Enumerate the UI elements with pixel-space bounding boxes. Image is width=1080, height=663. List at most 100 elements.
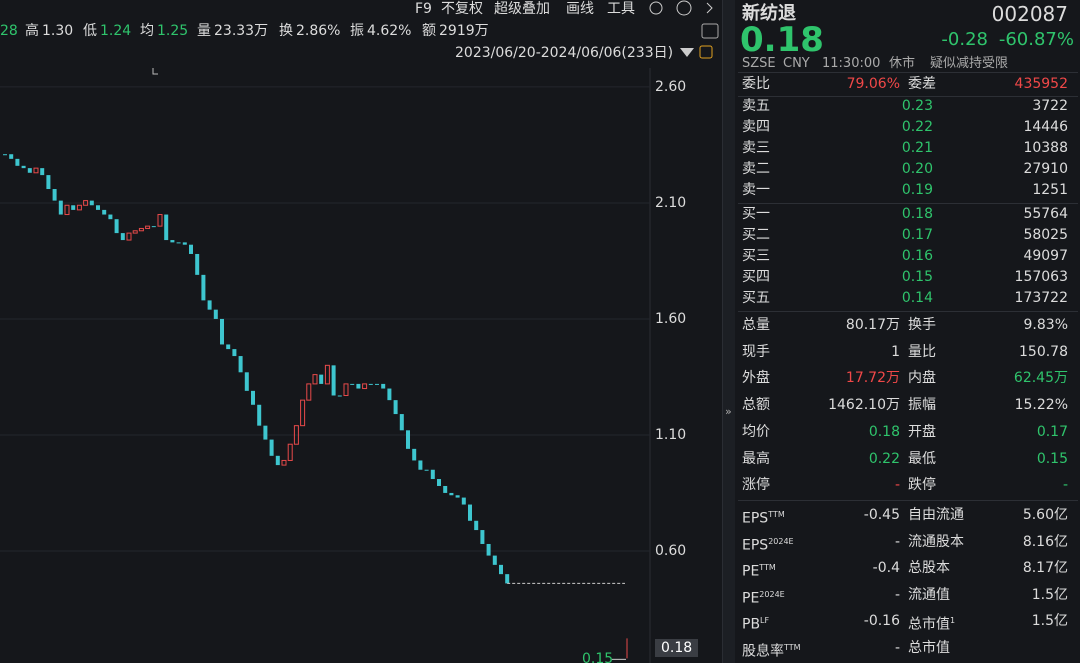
toolbar-button[interactable]: F9 [415, 1, 432, 17]
stat-label: 低 [83, 23, 97, 39]
fund-label: EPSTTM [742, 510, 785, 527]
stat-value: 15.22% [1014, 397, 1068, 414]
candle [102, 209, 107, 215]
toolbar-button[interactable]: 画线 [566, 1, 594, 17]
separator [738, 96, 1078, 97]
price-change-pct: -60.87% [998, 29, 1074, 50]
candle [220, 318, 224, 345]
book-volume: 173722 [1014, 290, 1068, 306]
stat-value: 0.18 [868, 423, 900, 440]
stat-label: 现手 [742, 343, 770, 360]
candle [126, 232, 132, 241]
low-price-label: 0.15 [582, 651, 614, 663]
last-price: 0.18 [740, 20, 824, 60]
stat-label: 换手 [908, 317, 936, 333]
candle [300, 399, 306, 427]
candle [58, 200, 63, 215]
stat-value: 1462.10万 [828, 397, 900, 414]
book-volume: 55764 [1023, 206, 1068, 222]
candle [474, 520, 479, 531]
stat-label: 内盘 [908, 370, 936, 387]
order-label: 委比 [742, 76, 770, 92]
toolbar-button[interactable]: 超级叠加 [494, 1, 550, 17]
candle [40, 168, 45, 176]
candle [182, 242, 187, 245]
candle [324, 364, 330, 385]
book-price: 0.22 [901, 119, 933, 135]
candle [375, 383, 379, 385]
quote-meta: SZSE [742, 55, 776, 71]
candle [207, 300, 212, 310]
candle [3, 154, 7, 156]
candle [387, 388, 392, 401]
candle [33, 167, 39, 174]
help-icon[interactable] [676, 0, 692, 16]
next-icon[interactable] [706, 2, 713, 14]
stat-label: 总额 [742, 397, 770, 414]
stat-label: 外盘 [742, 370, 770, 387]
separator [738, 72, 1078, 73]
candle [443, 485, 448, 493]
stat-label: 换 [279, 23, 293, 39]
candle [337, 395, 342, 397]
stat-value: 4.62% [367, 23, 412, 39]
book-level: 卖四 [742, 119, 770, 135]
stat-value: 80.17万 [845, 317, 900, 333]
candle [486, 543, 491, 556]
fund-value: -0.4 [872, 560, 900, 577]
fund-sup: 2024E [768, 536, 794, 546]
stat-label: 额 [422, 23, 436, 39]
book-price: 0.15 [901, 269, 933, 285]
book-price: 0.23 [901, 98, 933, 114]
toolbar-button[interactable]: 工具 [607, 1, 635, 17]
y-tick-label: 1.60 [655, 310, 687, 327]
stat-value: 0.17 [1036, 423, 1068, 440]
book-volume: 1251 [1032, 182, 1068, 198]
order-value: 79.06% [846, 76, 900, 92]
candle [455, 495, 460, 498]
candle [21, 165, 26, 169]
candle [108, 214, 113, 220]
last-price-label: 0.18 [655, 639, 699, 658]
fund-value: 1.5亿 [1031, 613, 1068, 630]
candle [257, 404, 262, 426]
stat-label: 最高 [742, 450, 770, 467]
candle [27, 168, 32, 173]
settings-icon[interactable] [649, 1, 663, 15]
candle [96, 205, 100, 210]
candle [145, 225, 151, 229]
candle [157, 214, 163, 227]
corner-mark [152, 68, 158, 75]
fund-label: 流通股本 [908, 533, 964, 550]
stat-value: 0.22 [868, 450, 900, 467]
candle [362, 383, 368, 390]
fund-label: PBLF [742, 616, 770, 634]
fund-value: 8.16亿 [1022, 533, 1068, 550]
candle [319, 374, 324, 384]
y-tick-label: 1.10 [655, 426, 687, 443]
date-range[interactable]: 2023/06/20-2024/06/06(233日) [455, 45, 674, 61]
candle [449, 492, 454, 496]
fund-value: 8.17亿 [1022, 560, 1068, 577]
candle [52, 189, 57, 201]
dropdown-arrow[interactable] [680, 48, 694, 57]
stat-value: 23.33万 [214, 23, 269, 39]
toolbar-button[interactable]: 不复权 [441, 1, 483, 17]
panel-splitter[interactable]: » [722, 0, 735, 663]
candle [201, 274, 206, 301]
quote-meta: CNY [783, 55, 810, 71]
candle [312, 374, 318, 385]
book-price: 0.16 [901, 248, 933, 264]
wp-icon[interactable] [701, 23, 719, 39]
book-volume: 49097 [1023, 248, 1068, 264]
candle [238, 356, 243, 373]
lock-icon[interactable] [699, 45, 713, 59]
candle [89, 200, 94, 206]
book-volume: 3722 [1032, 98, 1068, 114]
stat-value: 17.72万 [845, 370, 900, 387]
candle [461, 497, 466, 505]
candle [406, 430, 410, 449]
candle [120, 233, 125, 241]
fund-sup: 1 [950, 616, 956, 626]
book-volume: 10388 [1023, 140, 1068, 156]
